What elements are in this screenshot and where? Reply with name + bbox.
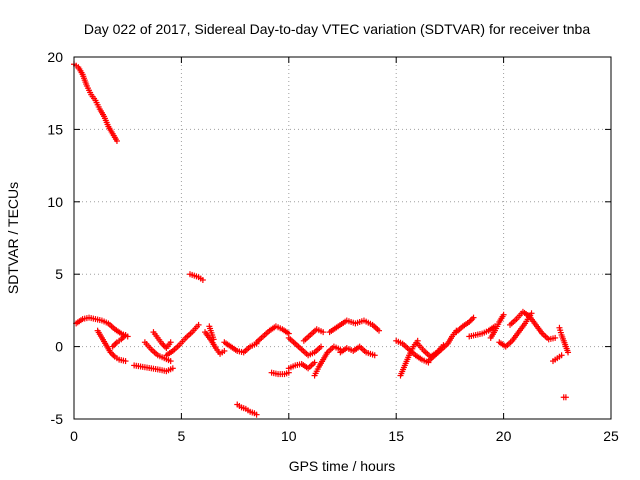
y-tick-label: 20 <box>47 49 63 65</box>
x-tick-label: 0 <box>70 428 78 444</box>
data-point <box>371 352 378 359</box>
data-point <box>111 342 118 349</box>
y-tick-label: 10 <box>47 194 63 210</box>
x-tick-label: 20 <box>496 428 512 444</box>
data-point <box>311 359 318 366</box>
y-tick-label: -5 <box>51 411 64 427</box>
data-point <box>122 358 129 365</box>
data-point <box>210 336 217 343</box>
data-point <box>167 339 174 346</box>
data-point <box>253 411 260 418</box>
y-tick-label: 0 <box>55 339 63 355</box>
data-point <box>169 365 176 372</box>
x-axis-label: GPS time / hours <box>289 458 396 474</box>
data-point <box>195 321 202 328</box>
data-point <box>221 347 228 354</box>
y-tick-label: 5 <box>55 266 63 282</box>
data-point <box>562 394 569 401</box>
data-point <box>469 316 476 323</box>
x-tick-label: 25 <box>603 428 619 444</box>
data-point <box>318 343 325 350</box>
plot-frame <box>73 56 612 420</box>
data-point <box>167 358 174 365</box>
data-point <box>112 340 119 347</box>
axis-ticks: 0 5 10 15 20 25 -5 0 5 10 15 20 <box>47 49 619 444</box>
data-point <box>552 334 559 341</box>
data-point <box>558 352 565 359</box>
data-points <box>71 61 572 418</box>
y-axis-label: SDTVAR / TECUs <box>5 182 21 294</box>
x-tick-label: 5 <box>178 428 186 444</box>
x-tick-label: 10 <box>281 428 297 444</box>
data-point <box>199 276 206 283</box>
x-tick-label: 15 <box>388 428 404 444</box>
data-point <box>565 349 572 356</box>
data-point <box>470 314 477 321</box>
data-point <box>320 329 327 336</box>
data-point <box>110 352 117 359</box>
grid <box>74 57 611 419</box>
data-point <box>160 342 167 349</box>
data-point <box>113 137 120 144</box>
data-point <box>376 327 383 334</box>
data-point <box>122 332 129 339</box>
data-point <box>500 311 507 318</box>
y-tick-label: 15 <box>47 121 63 137</box>
chart-title: Day 022 of 2017, Sidereal Day-to-day VTE… <box>84 21 591 37</box>
